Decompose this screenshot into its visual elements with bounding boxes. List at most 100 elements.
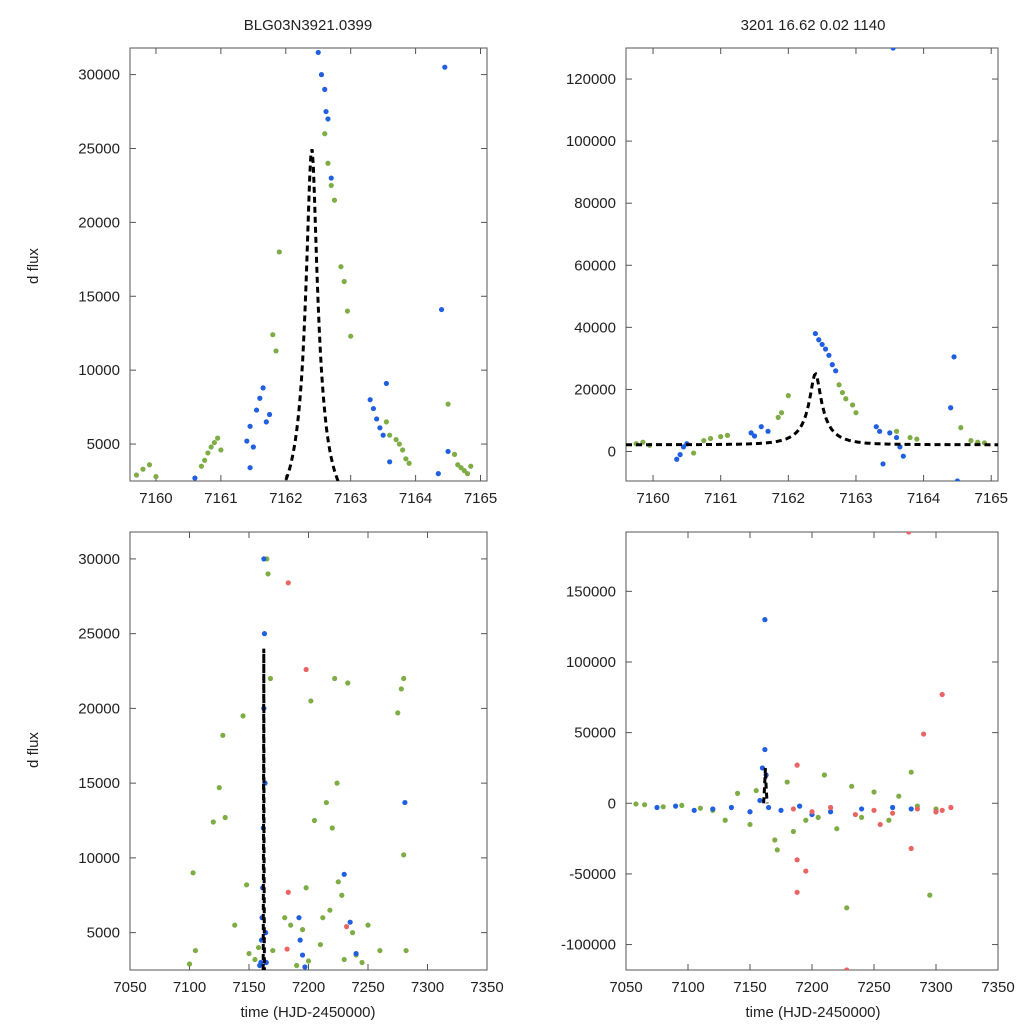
data-point [257, 395, 263, 401]
data-point [325, 116, 331, 122]
plot-frame [129, 47, 488, 482]
data-point [766, 804, 772, 811]
plot-area [633, 532, 954, 970]
y-tick-label: 80000 [574, 195, 616, 212]
data-point [735, 790, 741, 796]
data-point [871, 807, 877, 813]
data-point [299, 952, 306, 958]
y-tick-label: 10000 [78, 362, 120, 379]
data-point [387, 432, 393, 438]
data-point [633, 801, 639, 807]
data-point [247, 423, 253, 429]
data-point [859, 814, 865, 821]
xlabel-bottom-left: time (HJD-2450000) [240, 1004, 375, 1021]
data-point [718, 434, 724, 440]
data-point [843, 396, 849, 402]
data-point [374, 416, 380, 422]
data-point [133, 472, 140, 478]
data-point [198, 463, 204, 469]
data-point [757, 797, 763, 804]
data-point [140, 466, 146, 472]
x-tick-label: 7050 [113, 979, 146, 996]
data-point [873, 424, 879, 430]
data-point [822, 346, 829, 352]
data-point [680, 444, 687, 450]
data-point [299, 927, 306, 933]
x-tick-label: 7164 [399, 490, 432, 507]
data-point [393, 437, 399, 443]
data-point [406, 460, 412, 466]
x-tick-label: 7200 [292, 979, 325, 996]
data-point [153, 473, 159, 480]
data-point [208, 444, 214, 450]
x-tick-label: 7300 [411, 979, 444, 996]
data-point [880, 461, 886, 467]
data-point [215, 435, 221, 441]
plot-area [186, 556, 409, 970]
data-point [747, 821, 753, 828]
series-green [633, 382, 988, 456]
data-point [762, 746, 768, 753]
data-point [877, 428, 883, 434]
panel-top-right: 7160 7161 7162 7163 7164 7165 0 20000 40000 60000… [566, 47, 1008, 507]
data-point [785, 393, 791, 399]
data-point [853, 410, 859, 416]
data-point [341, 278, 347, 285]
data-point [288, 922, 294, 928]
series-red [790, 532, 954, 970]
data-point [252, 956, 258, 963]
data-point [344, 308, 351, 314]
data-point [347, 919, 353, 925]
ylabel-bottom: d flux [25, 732, 42, 768]
x-tick-label: 7165 [975, 490, 1008, 507]
data-point [774, 847, 780, 853]
data-point [325, 160, 331, 166]
data-point [893, 434, 900, 441]
data-point [819, 341, 825, 348]
xlabel-bottom-right: time (HJD-2450000) [745, 1004, 880, 1021]
data-point [282, 915, 288, 921]
data-point [701, 438, 707, 444]
data-point [328, 182, 334, 189]
data-point [900, 453, 906, 459]
data-point [759, 765, 766, 771]
data-point [311, 817, 318, 824]
data-point [338, 264, 344, 270]
x-tick-label: 7163 [839, 490, 872, 507]
data-point [939, 807, 945, 813]
data-point [222, 814, 228, 821]
data-point [438, 306, 445, 313]
data-point [958, 425, 964, 431]
data-point [812, 330, 818, 337]
data-point [849, 402, 856, 408]
data-point [877, 821, 883, 828]
data-point [244, 882, 250, 888]
data-point [927, 892, 933, 898]
data-point [396, 441, 402, 447]
data-point [890, 48, 896, 51]
data-point [828, 804, 834, 811]
data-point [315, 49, 321, 56]
x-tick-label: 7161 [704, 490, 737, 507]
data-point [445, 401, 451, 407]
model-curve [762, 767, 769, 804]
data-point [322, 131, 328, 137]
data-point [464, 471, 471, 477]
data-point [323, 799, 329, 806]
data-point [907, 434, 913, 441]
y-tick-label: 50000 [574, 725, 616, 742]
data-point [402, 799, 408, 806]
x-tick-label: 7100 [671, 979, 704, 996]
data-point [809, 809, 815, 815]
data-point [948, 804, 954, 811]
x-tick-label: 7165 [464, 490, 497, 507]
plot-area [626, 48, 998, 481]
data-point [403, 947, 409, 954]
data-point [220, 732, 226, 738]
y-tick-label: 150000 [566, 583, 616, 600]
data-point [710, 806, 716, 812]
y-tick-label: 20000 [78, 700, 120, 717]
panel-top-left: 7160 7161 7162 7163 7164 7165 5000 10000 15000 20… [78, 47, 497, 507]
x-tick-label: 7050 [609, 979, 642, 996]
y-tick-label: 15000 [78, 288, 120, 305]
